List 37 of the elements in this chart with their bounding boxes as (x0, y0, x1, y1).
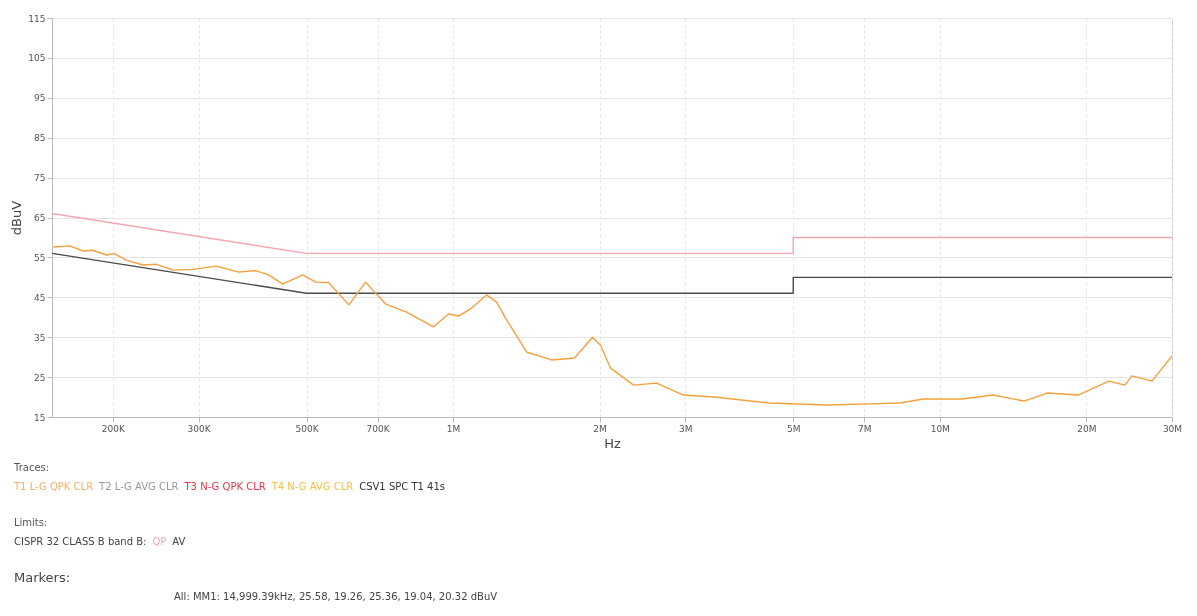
x-tick-label: 200K (101, 423, 126, 434)
x-tick-label: 7M (858, 423, 872, 434)
text: Traces: (14, 462, 50, 473)
x-tick-label: 700K (366, 423, 391, 434)
text: T3 N-G QPK CLR (184, 481, 266, 492)
text: Limits: (14, 517, 48, 528)
x-tick-label: 2M (593, 423, 607, 434)
x-tick-label: 300K (187, 423, 212, 434)
text: All: MM1: 14,999.39kHz, 25.58, 19.26, 25.36, 19.04, 20.32 dBuV (174, 591, 498, 602)
text: CISPR 32 CLASS B band B: (14, 536, 147, 547)
text: T2 L-G AVG CLR (99, 481, 179, 492)
y-tick-label: 35 (34, 332, 46, 343)
text: T4 N-G AVG CLR (271, 481, 354, 492)
text: T1 L-G QPK CLR (14, 481, 94, 492)
x-tick-label: 20M (1077, 423, 1097, 434)
x-tick-label: 500K (295, 423, 320, 434)
y-tick-label: 115 (28, 13, 46, 24)
y-tick-label: 75 (34, 173, 46, 184)
text: CSV1 SPC T1 41s (359, 481, 446, 492)
x-tick-label: 3M (679, 423, 693, 434)
text: AV (172, 536, 186, 547)
x-tick-label: 1M (446, 423, 461, 434)
x-tick-label: 10M (930, 423, 950, 434)
y-tick-label: 85 (34, 133, 46, 144)
y-tick-label: 15 (34, 412, 46, 423)
y-tick-label: 65 (34, 213, 46, 223)
x-axis-title: Hz (604, 435, 621, 451)
text: Markers: (14, 570, 71, 585)
y-tick-label: 25 (34, 372, 46, 383)
x-tick-label: 30M (1162, 423, 1183, 434)
y-axis-title: dBuV (9, 200, 25, 236)
text: QP (152, 536, 167, 547)
y-tick-label: 45 (34, 292, 46, 303)
x-tick-label: 5M (786, 423, 801, 434)
y-tick-label: 105 (28, 53, 46, 64)
y-tick-label: 95 (34, 93, 46, 104)
y-tick-label: 55 (34, 252, 46, 263)
